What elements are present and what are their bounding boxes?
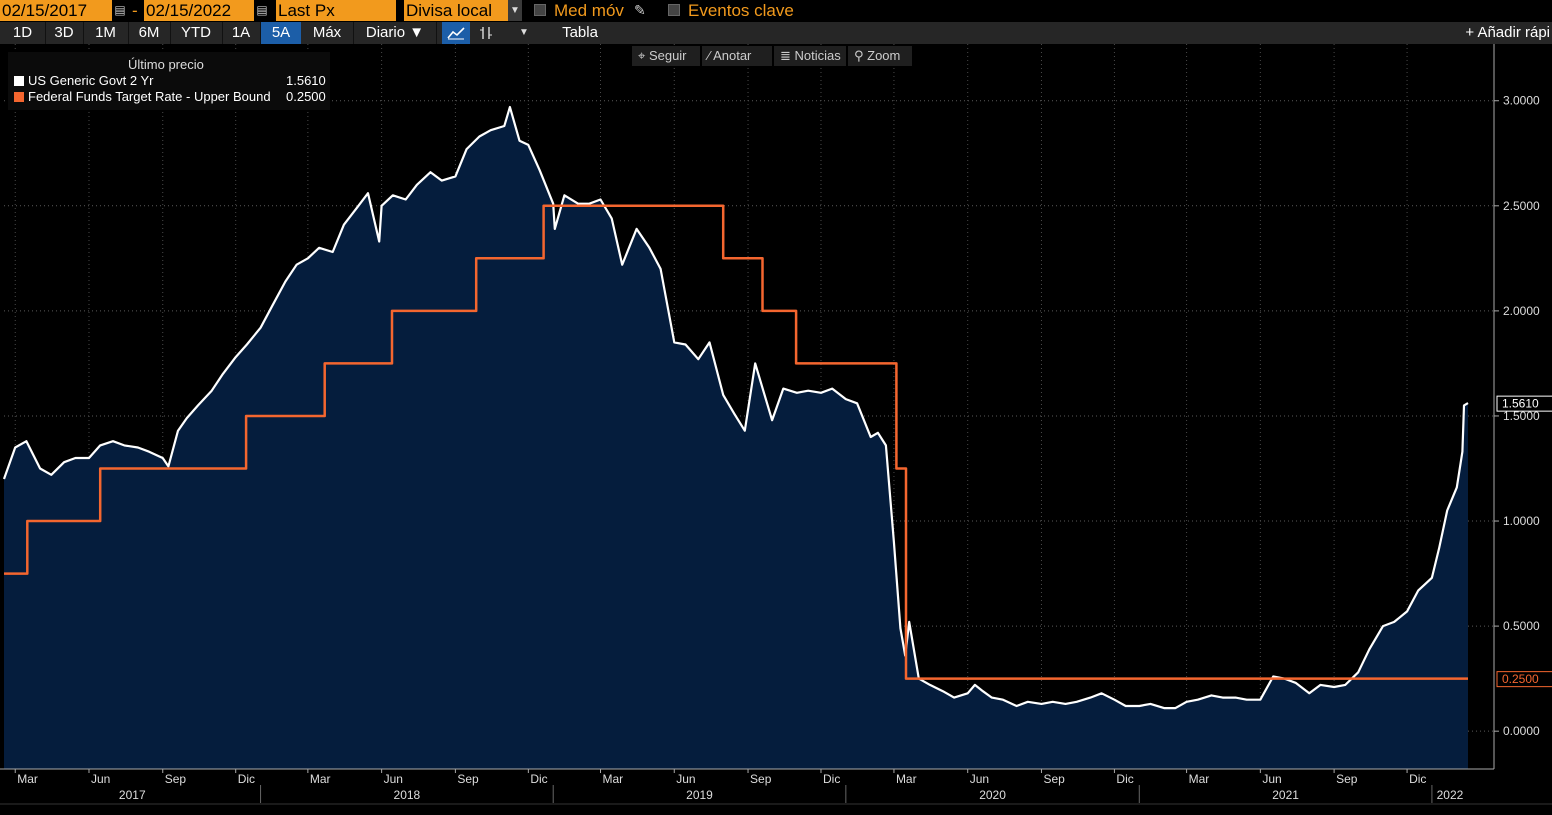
legend-title: Último precio [128,57,204,72]
y-tick-label: 0.5000 [1503,619,1540,633]
legend [8,52,330,110]
pencil-icon[interactable]: ✎ [634,2,646,18]
last-value-box [1496,395,1552,412]
tab-1a[interactable]: 1A [222,22,261,44]
series-line-ust2y [2,105,1469,710]
x-tick-label: Mar [1189,772,1210,786]
currency-selector[interactable]: Divisa local [404,0,508,21]
legend-item-ust2y[interactable]: US Generic Govt 2 Yr [14,73,153,88]
line-chart-icon[interactable] [442,22,470,44]
x-tick-label: Mar [896,772,917,786]
tab-6m[interactable]: 6M [128,22,171,44]
start-date-field[interactable]: 02/15/2017 [0,0,112,21]
legend-value: 0.2500 [286,89,326,104]
last-value-box [1496,671,1552,688]
tab-3d[interactable]: 3D [45,22,84,44]
year-label: 2021 [1272,788,1299,802]
magnifier-icon: ⚲ [854,48,868,63]
range-toolbar: 1D 3D 1M 6M YTD 1A 5A Máx Diario ▼ ▼ Tab… [0,22,1552,44]
last-value-text: 1.5610 [1502,397,1539,411]
follow-button[interactable]: ⌖ Seguir [632,46,700,66]
end-date-field[interactable]: 02/15/2022 [144,0,254,21]
year-label: 2018 [394,788,421,802]
crosshair-icon: ⌖ [638,48,649,63]
last-value-text: 0.2500 [1502,672,1539,686]
tab-ytd[interactable]: YTD [170,22,223,44]
x-tick-label: Sep [165,772,187,786]
x-tick-label: Jun [1262,772,1281,786]
top-toolbar: 02/15/2017 ▤ - 02/15/2022 ▤ Last Px Divi… [0,0,1552,22]
x-tick-label: Dic [823,772,840,786]
year-label: 2017 [119,788,146,802]
y-tick-label: 1.5000 [1503,409,1540,423]
x-tick-label: Dic [238,772,255,786]
series-line-fed-funds [4,204,1468,680]
x-tick-label: Dic [1116,772,1133,786]
series-area [4,107,1468,769]
key-events-label[interactable]: Eventos clave [688,1,794,20]
y-tick-label: 2.5000 [1503,199,1540,213]
year-label: 2019 [686,788,713,802]
year-label: 2020 [979,788,1006,802]
news-icon: ≣ [780,48,795,63]
news-button[interactable]: ≣ Noticias [774,46,846,66]
x-tick-label: Mar [603,772,624,786]
tab-5a[interactable]: 5A [261,22,301,44]
pencil-icon: ⁄ [708,48,714,63]
moving-average-label[interactable]: Med móv [554,1,624,20]
x-tick-label: Jun [91,772,110,786]
x-tick-label: Mar [17,772,38,786]
tab-1m[interactable]: 1M [83,22,129,44]
x-tick-label: Mar [310,772,331,786]
x-tick-label: Sep [750,772,772,786]
chevron-down-icon[interactable]: ▼ [508,0,522,21]
field-selector[interactable]: Last Px [276,0,396,21]
y-tick-label: 2.0000 [1503,304,1540,318]
x-tick-label: Dic [530,772,547,786]
y-tick-label: 0.0000 [1503,724,1540,738]
x-tick-label: Dic [1409,772,1426,786]
year-label: 2022 [1437,788,1464,802]
table-button[interactable]: Tabla [562,24,598,41]
x-tick-label: Jun [970,772,989,786]
key-events-checkbox[interactable] [668,4,680,16]
y-tick-label: 1.0000 [1503,514,1540,528]
x-tick-label: Sep [1336,772,1358,786]
x-tick-label: Jun [384,772,403,786]
last-value-label: 0.2500 [1496,671,1552,688]
legend-item-fed-funds[interactable]: Federal Funds Target Rate - Upper Bound [14,89,271,104]
annotate-button[interactable]: ⁄ Anotar [702,46,772,66]
calendar-icon[interactable]: ▤ [256,3,268,17]
y-tick-label: 3.0000 [1503,94,1540,108]
tab-max[interactable]: Máx [301,22,354,44]
x-tick-label: Jun [676,772,695,786]
moving-average-checkbox[interactable] [534,4,546,16]
legend-swatch [14,92,24,102]
legend-swatch [14,76,24,86]
calendar-icon[interactable]: ▤ [114,3,126,17]
candlestick-icon[interactable] [474,22,498,44]
chevron-down-icon[interactable]: ▼ [519,27,529,38]
legend-value: 1.5610 [286,73,326,88]
axis-layer: 0.0000 0.5000 1.0000 1.5000 2.0000 2.5000 3.00… [0,44,1552,805]
series-layer [2,105,1469,769]
frequency-selector[interactable]: Diario ▼ [354,22,437,44]
date-separator: - [132,1,138,20]
tab-1d[interactable]: 1D [0,22,46,44]
x-tick-label: Sep [1043,772,1065,786]
zoom-button[interactable]: ⚲ Zoom [848,46,912,66]
add-quick-button[interactable]: + Añadir rápi [1465,24,1550,41]
legend-label: Federal Funds Target Rate - Upper Bound [28,89,271,104]
legend-label: US Generic Govt 2 Yr [28,73,154,88]
last-value-label: 1.5610 [1496,395,1552,412]
x-tick-label: Sep [457,772,479,786]
